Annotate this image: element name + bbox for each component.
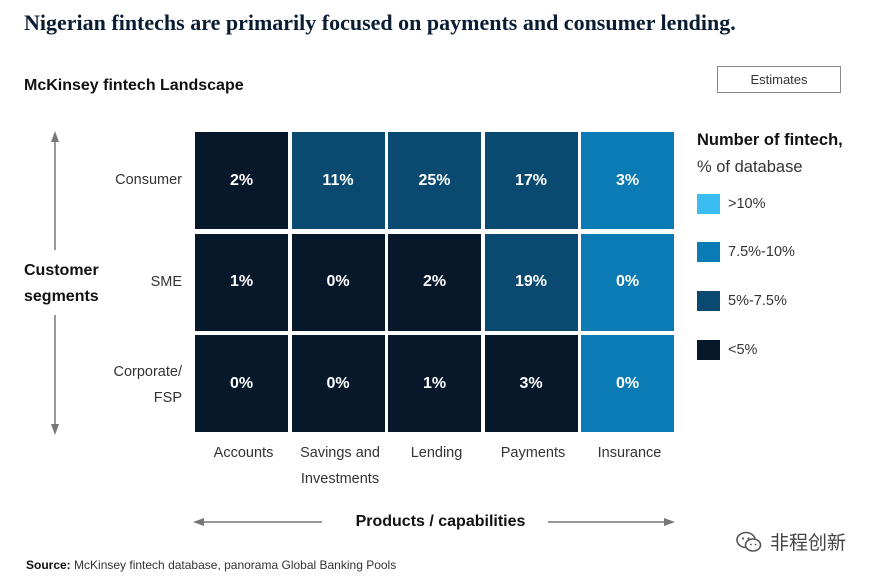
legend-title: Number of fintech, % of database <box>697 127 843 181</box>
row-label-line1: Consumer <box>115 172 182 188</box>
legend-swatch <box>697 194 720 214</box>
source-note: Source: McKinsey fintech database, panor… <box>26 558 396 572</box>
heatmap-cell: 25% <box>388 132 481 229</box>
row-label-line1: Corporate/ <box>113 364 182 380</box>
row-label-line1: SME <box>150 273 182 290</box>
heatmap-cell: 0% <box>291 335 385 432</box>
source-label: Source: <box>26 558 71 572</box>
column-label-line1: Insurance <box>597 445 662 461</box>
source-text: McKinsey fintech database, panorama Glob… <box>74 558 397 572</box>
heatmap-cell: 0% <box>291 233 385 331</box>
heatmap-cell: 3% <box>581 132 674 229</box>
legend-title-line1: Number of fintech, <box>697 131 843 149</box>
heatmap-cell: 2% <box>195 132 288 229</box>
legend-item: >10% <box>697 194 766 214</box>
legend-swatch <box>697 340 720 360</box>
headline: Nigerian fintechs are primarily focused … <box>24 10 736 35</box>
heatmap-cell: 19% <box>484 233 578 331</box>
legend-swatch <box>697 242 720 262</box>
x-axis-title: Products / capabilities <box>355 513 526 530</box>
heatmap-cell: 1% <box>195 233 288 331</box>
row-label: SME <box>151 271 182 293</box>
legend-swatch <box>697 291 720 311</box>
watermark-text: 非程创新 <box>770 533 847 554</box>
y-axis-arrowhead-up <box>51 131 59 142</box>
estimates-label: Estimates <box>717 66 841 93</box>
heatmap-cell: 0% <box>581 335 674 432</box>
legend-item: <5% <box>697 340 757 360</box>
legend-label: >10% <box>728 196 766 212</box>
column-label-line2: Investments <box>300 471 380 487</box>
column-label: Insurance <box>581 440 678 466</box>
wechat-icon <box>736 531 762 552</box>
chart-subtitle: McKinsey fintech Landscape <box>24 77 244 94</box>
legend-label: 7.5%-10% <box>728 244 795 260</box>
y-axis-arrowhead-down <box>51 424 59 435</box>
row-label: Consumer <box>115 169 182 191</box>
legend-item: 7.5%-10% <box>697 242 795 262</box>
heatmap-cell: 2% <box>388 233 481 331</box>
column-label: Lending <box>388 440 485 466</box>
row-label-line2: FSP <box>153 390 182 406</box>
legend-item: 5%-7.5% <box>697 291 787 311</box>
y-axis-title: Customer segments <box>24 258 99 310</box>
y-axis-title-line2: segments <box>24 288 99 305</box>
x-axis-arrowhead-right <box>664 518 675 526</box>
heatmap-cell: 1% <box>388 335 481 432</box>
legend-label: <5% <box>728 342 758 358</box>
y-axis-title-line1: Customer <box>24 262 99 279</box>
column-label-line1: Accounts <box>213 445 274 461</box>
heatmap-cell: 3% <box>484 335 578 432</box>
heatmap-cell: 0% <box>195 335 288 432</box>
x-axis-arrowhead-left <box>193 518 204 526</box>
column-label: Accounts <box>195 440 292 466</box>
legend-label: 5%-7.5% <box>728 293 787 309</box>
legend-title-line2: % of database <box>697 158 803 176</box>
heatmap-cell: 17% <box>484 132 578 229</box>
column-label-line1: Payments <box>500 445 566 461</box>
column-label-line1: Savings and <box>300 445 380 461</box>
row-label: Corporate/FSP <box>113 361 182 409</box>
heatmap-cell: 11% <box>291 132 385 229</box>
column-label: Savings and Investments <box>292 440 389 492</box>
watermark: 非程创新 <box>736 528 846 555</box>
heatmap-cell: 0% <box>581 233 674 331</box>
column-label: Payments <box>485 440 582 466</box>
column-label-line1: Lending <box>410 445 463 461</box>
